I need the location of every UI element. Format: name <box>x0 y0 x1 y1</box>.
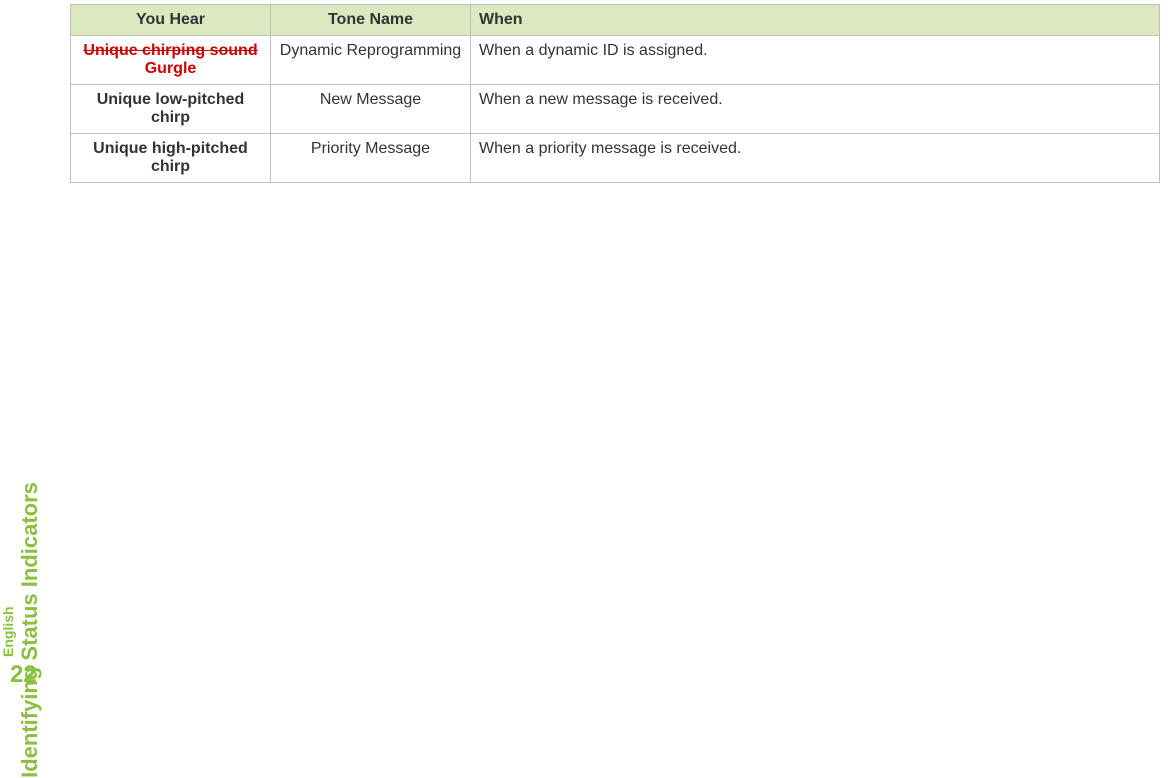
cell-when: When a new message is received. <box>471 85 1160 134</box>
table-row: Unique high-pitched chirp Priority Messa… <box>71 134 1160 183</box>
col-header-tone-name: Tone Name <box>271 5 471 36</box>
table-header-row: You Hear Tone Name When <box>71 5 1160 36</box>
section-title: Identifying Status Indicators <box>17 482 43 778</box>
struck-text: Unique chirping sound <box>83 42 257 59</box>
cell-when: When a dynamic ID is assigned. <box>471 36 1160 85</box>
cell-you-hear: Unique chirping sound Gurgle <box>71 36 271 85</box>
col-header-you-hear: You Hear <box>71 5 271 36</box>
page-number: 22 <box>10 661 37 689</box>
cell-when: When a priority message is received. <box>471 134 1160 183</box>
cell-tone-name: Priority Message <box>271 134 471 183</box>
col-header-when: When <box>471 5 1160 36</box>
cell-you-hear: Unique high-pitched chirp <box>71 134 271 183</box>
table-row: Unique low-pitched chirp New Message Whe… <box>71 85 1160 134</box>
cell-tone-name: Dynamic Reprogramming <box>271 36 471 85</box>
replacement-text: Gurgle <box>145 60 197 77</box>
language-label: English <box>0 606 16 657</box>
content-area: You Hear Tone Name When Unique chirping … <box>70 4 1160 183</box>
cell-tone-name: New Message <box>271 85 471 134</box>
cell-you-hear: Unique low-pitched chirp <box>71 85 271 134</box>
sidebar: Identifying Status Indicators English 22 <box>0 0 60 697</box>
table-row: Unique chirping sound Gurgle Dynamic Rep… <box>71 36 1160 85</box>
tones-table: You Hear Tone Name When Unique chirping … <box>70 4 1160 183</box>
